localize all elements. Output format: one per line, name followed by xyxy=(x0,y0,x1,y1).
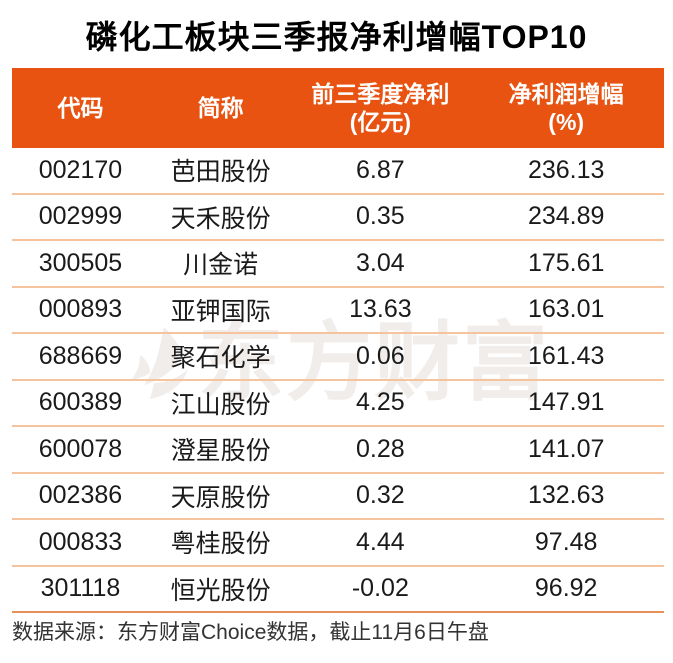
profit-cell: 6.87 xyxy=(356,155,405,184)
top10-table: 代码 简称 前三季度净利 (亿元) 净利润增幅 (%) 002170 芭田股份 6.… xyxy=(12,68,664,613)
growth-cell: 147.91 xyxy=(527,388,605,417)
code-cell: 300505 xyxy=(38,248,123,277)
code-cell: 002386 xyxy=(38,481,123,510)
profit-cell: 0.28 xyxy=(356,434,405,463)
growth-cell: 132.63 xyxy=(527,481,605,510)
header-code: 代码 xyxy=(57,95,104,121)
table-row: 688669 聚石化学 0.06 161.43 xyxy=(12,334,664,381)
header-growth-line1: 净利润增幅 xyxy=(508,81,624,107)
profit-cell: 4.44 xyxy=(356,527,405,556)
profit-cell: -0.02 xyxy=(351,574,409,603)
profit-cell: 13.63 xyxy=(349,295,412,324)
growth-cell: 163.01 xyxy=(527,295,605,324)
header-profit-line1: 前三季度净利 xyxy=(311,81,450,107)
name-cell: 芭田股份 xyxy=(170,158,271,187)
growth-cell: 97.48 xyxy=(534,527,598,556)
table-row: 301118 恒光股份 -0.02 96.92 xyxy=(12,567,664,613)
table-row: 600078 澄星股份 0.28 141.07 xyxy=(12,427,664,474)
table-header-row: 代码 简称 前三季度净利 (亿元) 净利润增幅 (%) xyxy=(12,68,664,148)
name-cell: 亚钾国际 xyxy=(170,297,271,326)
name-cell: 川金诺 xyxy=(183,251,259,280)
profit-cell: 0.06 xyxy=(356,341,405,370)
code-cell: 000833 xyxy=(38,527,123,556)
profit-cell: 0.35 xyxy=(356,202,405,231)
page-title: 磷化工板块三季报净利增幅TOP10 xyxy=(85,19,588,55)
profit-cell: 4.25 xyxy=(356,388,405,417)
data-source-note: 数据来源：东方财富Choice数据，截止11月6日午盘 xyxy=(12,621,489,644)
code-cell: 002170 xyxy=(38,155,123,184)
growth-cell: 161.43 xyxy=(527,341,605,370)
code-cell: 688669 xyxy=(38,341,123,370)
growth-cell: 236.13 xyxy=(527,155,605,184)
profit-cell: 0.32 xyxy=(356,481,405,510)
table-row: 000833 粤桂股份 4.44 97.48 xyxy=(12,520,664,567)
growth-cell: 141.07 xyxy=(527,434,605,463)
header-profit-line2: (亿元) xyxy=(349,109,412,135)
header-name: 简称 xyxy=(197,95,244,121)
name-cell: 恒光股份 xyxy=(170,576,271,605)
table-row: 002170 芭田股份 6.87 236.13 xyxy=(12,148,664,195)
table-row: 300505 川金诺 3.04 175.61 xyxy=(12,241,664,288)
code-cell: 002999 xyxy=(38,202,123,231)
table-row: 002999 天禾股份 0.35 234.89 xyxy=(12,195,664,241)
growth-cell: 175.61 xyxy=(527,248,605,277)
profit-cell: 3.04 xyxy=(356,248,405,277)
header-profit: 前三季度净利 (亿元) xyxy=(292,80,468,136)
header-growth-line2: (%) xyxy=(548,109,585,135)
name-cell: 天禾股份 xyxy=(170,204,271,233)
code-cell: 000893 xyxy=(38,295,123,324)
name-cell: 天原股份 xyxy=(170,483,271,512)
table-row: 002386 天原股份 0.32 132.63 xyxy=(12,474,664,520)
table-body: 002170 芭田股份 6.87 236.13 002999 天禾股份 0.35 234.89… xyxy=(12,148,664,613)
growth-cell: 234.89 xyxy=(527,202,605,231)
code-cell: 600078 xyxy=(38,434,123,463)
name-cell: 粤桂股份 xyxy=(170,530,271,559)
growth-cell: 96.92 xyxy=(534,574,598,603)
name-cell: 聚石化学 xyxy=(170,344,271,373)
code-cell: 301118 xyxy=(40,574,121,603)
name-cell: 江山股份 xyxy=(170,390,271,419)
code-cell: 600389 xyxy=(38,388,123,417)
table-row: 600389 江山股份 4.25 147.91 xyxy=(12,381,664,427)
name-cell: 澄星股份 xyxy=(170,437,271,466)
header-growth: 净利润增幅 (%) xyxy=(468,80,664,136)
table-row: 000893 亚钾国际 13.63 163.01 xyxy=(12,288,664,334)
